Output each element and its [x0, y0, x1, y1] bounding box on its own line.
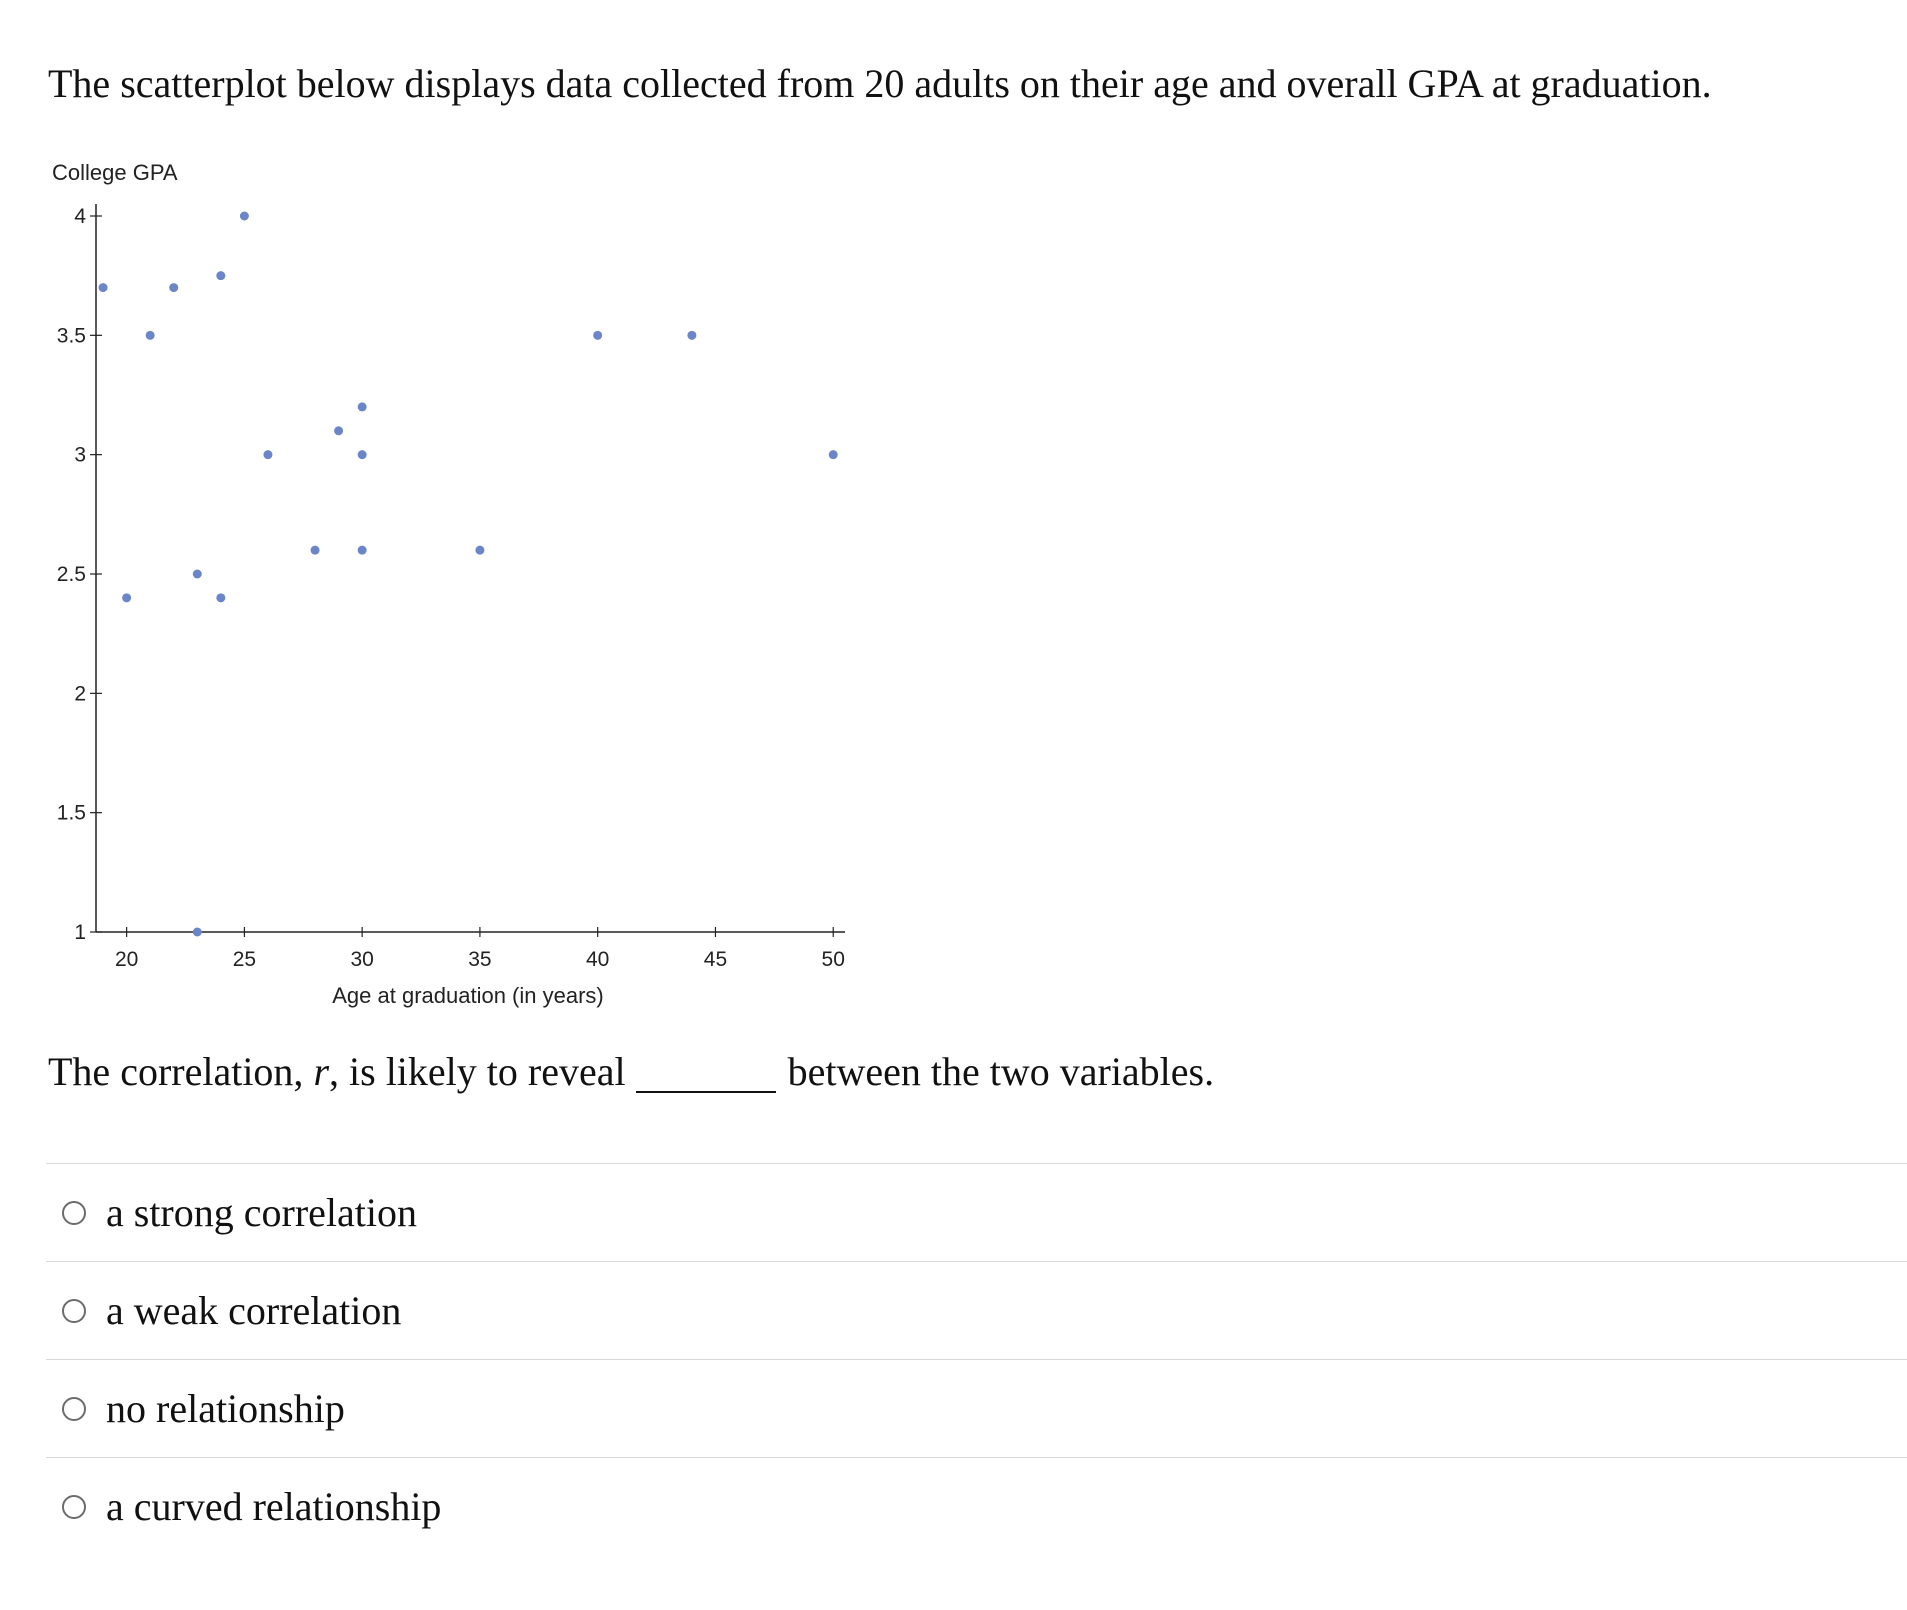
y-tick-label: 2 [74, 682, 86, 705]
variable-r: r [313, 1049, 330, 1094]
data-point [98, 283, 108, 293]
option-curved-relationship[interactable]: a curved relationship [46, 1457, 1907, 1555]
question-text-start: The correlation, [48, 1049, 314, 1094]
x-ticks: 20 25 30 35 40 45 50 [115, 927, 845, 971]
x-tick-label: 20 [115, 948, 138, 971]
y-tick-label: 2.5 [57, 563, 86, 586]
option-weak-correlation[interactable]: a weak correlation [46, 1261, 1907, 1359]
x-tick-label: 40 [586, 948, 609, 971]
x-tick-label: 50 [822, 948, 845, 971]
radio-button[interactable] [62, 1200, 86, 1225]
y-tick-label: 3 [74, 444, 86, 467]
data-points [98, 211, 838, 937]
option-label: no relationship [106, 1385, 345, 1431]
data-point [334, 426, 344, 436]
data-point [145, 330, 155, 340]
data-point [192, 569, 202, 579]
data-point [216, 593, 226, 603]
radio-button[interactable] [62, 1396, 86, 1421]
data-point [475, 545, 485, 555]
x-axis-label: Age at graduation (in years) [332, 983, 604, 1008]
radio-button[interactable] [62, 1298, 86, 1323]
y-tick-label: 1.5 [57, 802, 86, 825]
data-point [828, 450, 838, 460]
scatterplot-svg: College GPA Age at graduation (in years)… [52, 160, 845, 1008]
option-label: a strong correlation [106, 1189, 417, 1235]
x-tick-label: 30 [350, 948, 373, 971]
question-text-end: between the two variables. [787, 1049, 1215, 1094]
question-text-middle: , is likely to reveal [329, 1049, 626, 1094]
data-point [239, 211, 249, 221]
y-tick-label: 3.5 [57, 324, 86, 347]
data-point [192, 927, 202, 937]
option-label: a curved relationship [106, 1483, 442, 1529]
scatterplot: College GPA Age at graduation (in years)… [40, 150, 900, 1020]
data-point [357, 545, 367, 555]
x-tick-label: 45 [704, 948, 727, 971]
y-axis-label: College GPA [52, 160, 178, 185]
data-point [122, 593, 132, 603]
answer-options: a strong correlation a weak correlation … [46, 1163, 1907, 1555]
radio-button[interactable] [62, 1494, 86, 1519]
y-tick-label: 4 [74, 205, 86, 228]
option-no-relationship[interactable]: no relationship [46, 1359, 1907, 1457]
option-strong-correlation[interactable]: a strong correlation [46, 1163, 1907, 1261]
question-intro: The scatterplot below displays data coll… [48, 61, 1712, 106]
option-label: a weak correlation [106, 1287, 402, 1333]
correlation-question: The correlation, r, is likely to reveal b… [48, 1046, 1214, 1098]
data-point [169, 283, 179, 293]
data-point [687, 330, 697, 340]
data-point [593, 330, 603, 340]
x-tick-label: 25 [233, 948, 256, 971]
data-point [310, 545, 320, 555]
data-point [357, 402, 367, 412]
data-point [357, 450, 367, 460]
data-point [263, 450, 273, 460]
answer-blank [635, 1057, 776, 1093]
y-tick-label: 1 [74, 921, 86, 944]
x-tick-label: 35 [468, 948, 491, 971]
y-ticks: 1 1.5 2 2.5 3 3.5 4 [57, 205, 102, 944]
data-point [216, 271, 226, 281]
